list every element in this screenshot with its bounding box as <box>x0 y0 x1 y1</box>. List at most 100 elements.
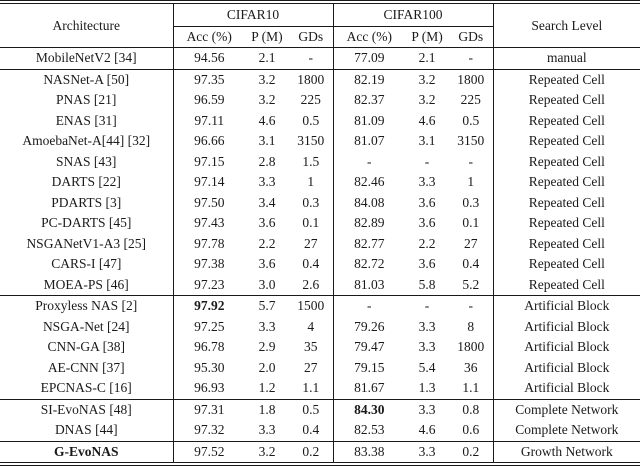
cell-cifar100-params: 2.1 <box>418 50 436 66</box>
cell-architecture: AmoebaNet-A[44] [32] <box>22 133 151 149</box>
cell-cifar10-acc: 97.35 <box>172 68 245 90</box>
table-row: NSGANetV1-A3 [25] 97.78 2.2 27 82.77 2.2 27 Rep… <box>0 233 640 254</box>
cell-search-level: Repeated Cell <box>492 90 640 111</box>
cell-cifar100-acc: 81.67 <box>332 378 406 399</box>
cell-architecture: NSGANetV1-A3 [25] <box>26 235 147 251</box>
cell-cifar10-params: 3.2 <box>245 440 289 463</box>
cell-cifar10-acc: 97.43 <box>172 213 245 234</box>
cell-cifar10-acc: 97.78 <box>172 233 245 254</box>
table-row: Proxyless NAS [2] 97.92 5.7 1500- - - Artifici… <box>0 295 640 317</box>
cell-architecture: MOEA-PS [46] <box>43 276 129 292</box>
table-row: DARTS [22] 97.14 3.3 1 82.46 3.3 1 Repeated Cel… <box>0 172 640 193</box>
cell-cifar100-acc: 79.26 <box>332 316 406 337</box>
cell-cifar10-params: 3.0 <box>258 276 276 292</box>
table-row: AmoebaNet-A[44] [32] 96.66 3.1 3150 81.07 3.1… <box>0 131 640 152</box>
cell-search-level: Growth Network <box>492 440 640 463</box>
cell-cifar10-gds: 1.5 <box>302 153 320 169</box>
table-row: CNN-GA [38] 96.78 2.9 35 79.47 3.3 1800 Artific… <box>0 337 640 358</box>
table-row: DNAS [44] 97.32 3.3 0.4 82.53 4.6 0.6 Complete … <box>0 420 640 441</box>
header-cifar10-params: P (M) <box>245 26 289 48</box>
cell-cifar10-params: 3.2 <box>245 68 289 90</box>
cell-search-level: Repeated Cell <box>492 274 640 296</box>
cell-cifar10-acc: 94.56 <box>172 47 245 69</box>
cell-cifar100-params: - <box>405 295 450 317</box>
cell-cifar100-acc: 81.09 <box>332 110 406 131</box>
cell-cifar10-acc: 97.15 <box>172 151 245 172</box>
cell-cifar100-acc: 77.09 <box>332 47 406 69</box>
cell-search-level: Repeated Cell <box>492 172 640 193</box>
cell-cifar100-params: 3.6 <box>418 194 436 210</box>
cell-cifar10-gds: 1 <box>307 174 315 190</box>
cell-search-level: Artificial Block <box>492 378 640 399</box>
cell-cifar100-params: 5.4 <box>418 359 436 375</box>
cell-cifar10-acc: 97.31 <box>172 398 245 420</box>
cell-search-level: Artificial Block <box>492 295 640 317</box>
cell-cifar100-params: 3.1 <box>418 133 436 149</box>
group-manual: MobileNetV2 [34] 94.56 2.1 - 77.09 2.1 - manual <box>0 47 640 69</box>
cell-cifar100-acc: 84.30 <box>332 398 406 420</box>
cell-cifar100-gds: 0.4 <box>462 256 480 272</box>
cell-cifar100-params: 3.2 <box>405 68 450 90</box>
cell-cifar10-params: 5.7 <box>245 295 289 317</box>
cell-cifar10-gds: 1500 <box>289 295 334 317</box>
header-search-level: Search Level <box>492 4 640 48</box>
cell-architecture: NASNet-A [50] <box>0 68 173 90</box>
cell-cifar10-gds: 0.4 <box>302 256 320 272</box>
cell-cifar10-acc: 96.93 <box>172 378 245 399</box>
cell-cifar10-params: 2.8 <box>258 153 276 169</box>
cell-architecture: SNAS [43] <box>56 153 117 169</box>
cell-cifar10-params: 3.3 <box>258 318 276 334</box>
cell-cifar10-acc: 96.66 <box>172 131 245 152</box>
cell-cifar10-acc: 97.14 <box>172 172 245 193</box>
cell-cifar10-gds: - <box>308 50 314 66</box>
cell-cifar100-params: 3.3 <box>418 174 436 190</box>
group-repeated-cell: NASNet-A [50] 97.35 3.2 1800 82.19 3.2 1800 Rep… <box>0 68 640 296</box>
table-row: MOEA-PS [46] 97.23 3.0 2.6 81.03 5.8 5.2 Repeat… <box>0 274 640 296</box>
cell-architecture: SI-EvoNAS [48] <box>0 398 173 420</box>
cell-cifar100-acc: 83.38 <box>332 440 406 463</box>
header-cifar100-acc: Acc (%) <box>332 26 406 48</box>
header-cifar10-acc: Acc (%) <box>172 26 245 48</box>
top-double-rule <box>0 0 640 4</box>
cell-cifar100-params: - <box>424 153 430 169</box>
table-row: G-EvoNAS 97.52 3.2 0.2 83.38 3.3 0.2 Growth Net… <box>0 440 640 463</box>
cell-cifar10-gds: 225 <box>300 92 321 108</box>
cell-cifar100-gds: - <box>468 153 474 169</box>
cell-cifar10-gds: 35 <box>304 339 318 355</box>
cell-cifar100-gds: 0.2 <box>449 440 494 463</box>
cell-cifar100-gds: 27 <box>464 235 478 251</box>
cell-cifar10-gds: 0.1 <box>302 215 320 231</box>
cell-cifar100-params: 5.8 <box>418 276 436 292</box>
cell-architecture: G-EvoNAS <box>0 440 173 463</box>
cell-architecture: PDARTS [3] <box>51 194 122 210</box>
cell-search-level: Artificial Block <box>492 316 640 337</box>
table-row: PC-DARTS [45] 97.43 3.6 0.1 82.89 3.6 0.1 Repea… <box>0 213 640 234</box>
cell-cifar100-acc: 79.47 <box>332 337 406 358</box>
cell-cifar10-gds: 4 <box>307 318 315 334</box>
cell-cifar10-gds: 27 <box>304 359 318 375</box>
cell-search-level: Complete Network <box>492 398 640 420</box>
cell-cifar100-params: 1.3 <box>418 380 436 396</box>
cell-architecture: DNAS [44] <box>54 422 118 438</box>
cell-cifar100-acc: 84.08 <box>332 192 406 213</box>
cell-cifar10-acc: 97.52 <box>172 440 245 463</box>
header-row-2: Acc (%) P (M) GDs Acc (%) P (M) GDs <box>0 26 640 48</box>
cell-architecture: PC-DARTS [45] <box>41 215 132 231</box>
cell-cifar10-acc: 97.32 <box>172 420 245 441</box>
cell-cifar100-gds: - <box>468 50 474 66</box>
cell-architecture: AE-CNN [37] <box>47 359 125 375</box>
cell-search-level: Repeated Cell <box>492 192 640 213</box>
cell-cifar100-gds: 8 <box>467 318 475 334</box>
cell-cifar10-gds: 0.4 <box>302 422 320 438</box>
cell-cifar100-acc: 81.07 <box>332 131 406 152</box>
cell-cifar100-gds: 1800 <box>457 339 485 355</box>
bottom-double-rule <box>0 465 640 467</box>
cell-cifar10-acc: 97.23 <box>172 274 245 296</box>
cell-architecture: CARS-I [47] <box>51 256 122 272</box>
cell-search-level: Repeated Cell <box>492 254 640 275</box>
group-complete-network: SI-EvoNAS [48] 97.31 1.8 0.5 84.30 3.3 0.8 Comp… <box>0 398 640 441</box>
cell-cifar100-acc: 81.03 <box>332 274 406 296</box>
cell-cifar100-gds: 0.1 <box>462 215 480 231</box>
table-row: PDARTS [3] 97.50 3.4 0.3 84.08 3.6 0.3 Repeated… <box>0 192 640 213</box>
